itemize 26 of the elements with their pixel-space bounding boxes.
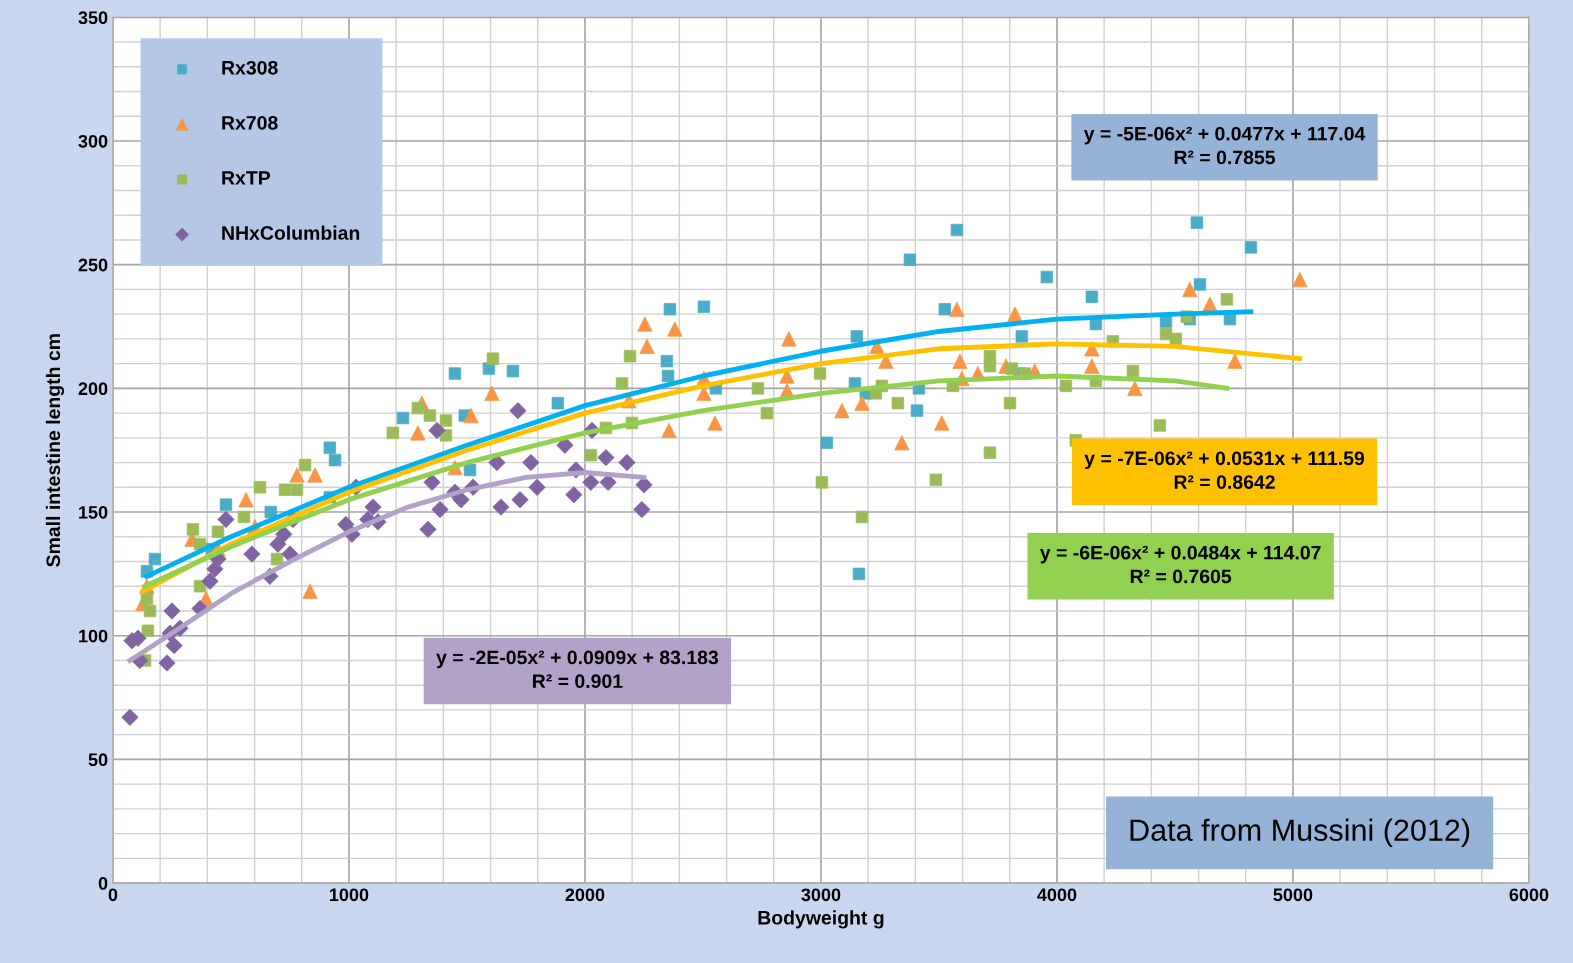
legend-label: Rx308 (222, 60, 278, 75)
x-tick-label: 4000 (1037, 888, 1077, 902)
y-tick-label: 0 (98, 877, 108, 890)
annotation: y = -6E-06x² + 0.0484x + 114.07 R² = 0.7605 (1039, 545, 1321, 584)
y-tick-label: 150 (79, 505, 108, 519)
annotation: Data from Mussini (2012) (1130, 818, 1470, 848)
y-tick-label: 350 (78, 11, 108, 25)
annotation: y = -5E-06x² + 0.0477x + 117.04 R² = 0.7855 (1083, 126, 1366, 165)
x-tick-label: 1000 (330, 888, 369, 902)
legend-label: NHxColumbian (222, 225, 360, 240)
y-tick-label: 50 (88, 753, 108, 767)
y-tick-label: 100 (79, 629, 108, 643)
y-tick-label: 200 (78, 382, 108, 396)
x-tick-label: 5000 (1273, 888, 1313, 902)
annotation: y = -2E-05x² + 0.0909x + 83.183 R² = 0.901 (436, 650, 719, 689)
legend-label: Rx708 (222, 115, 278, 130)
x-tick-label: 0 (108, 888, 118, 902)
x-axis-title: Bodyweight g (758, 910, 884, 929)
x-tick-label: 2000 (565, 888, 605, 902)
y-tick-label: 300 (78, 134, 108, 148)
y-tick-label: 250 (78, 258, 108, 272)
y-axis-title: Small intestine length cm (45, 334, 65, 567)
x-tick-label: 6000 (1509, 888, 1549, 902)
x-tick-label: 3000 (801, 888, 841, 902)
annotation: y = -7E-06x² + 0.0531x + 111.59 R² = 0.8642 (1084, 451, 1365, 489)
legend-label: RxTP (222, 171, 271, 185)
